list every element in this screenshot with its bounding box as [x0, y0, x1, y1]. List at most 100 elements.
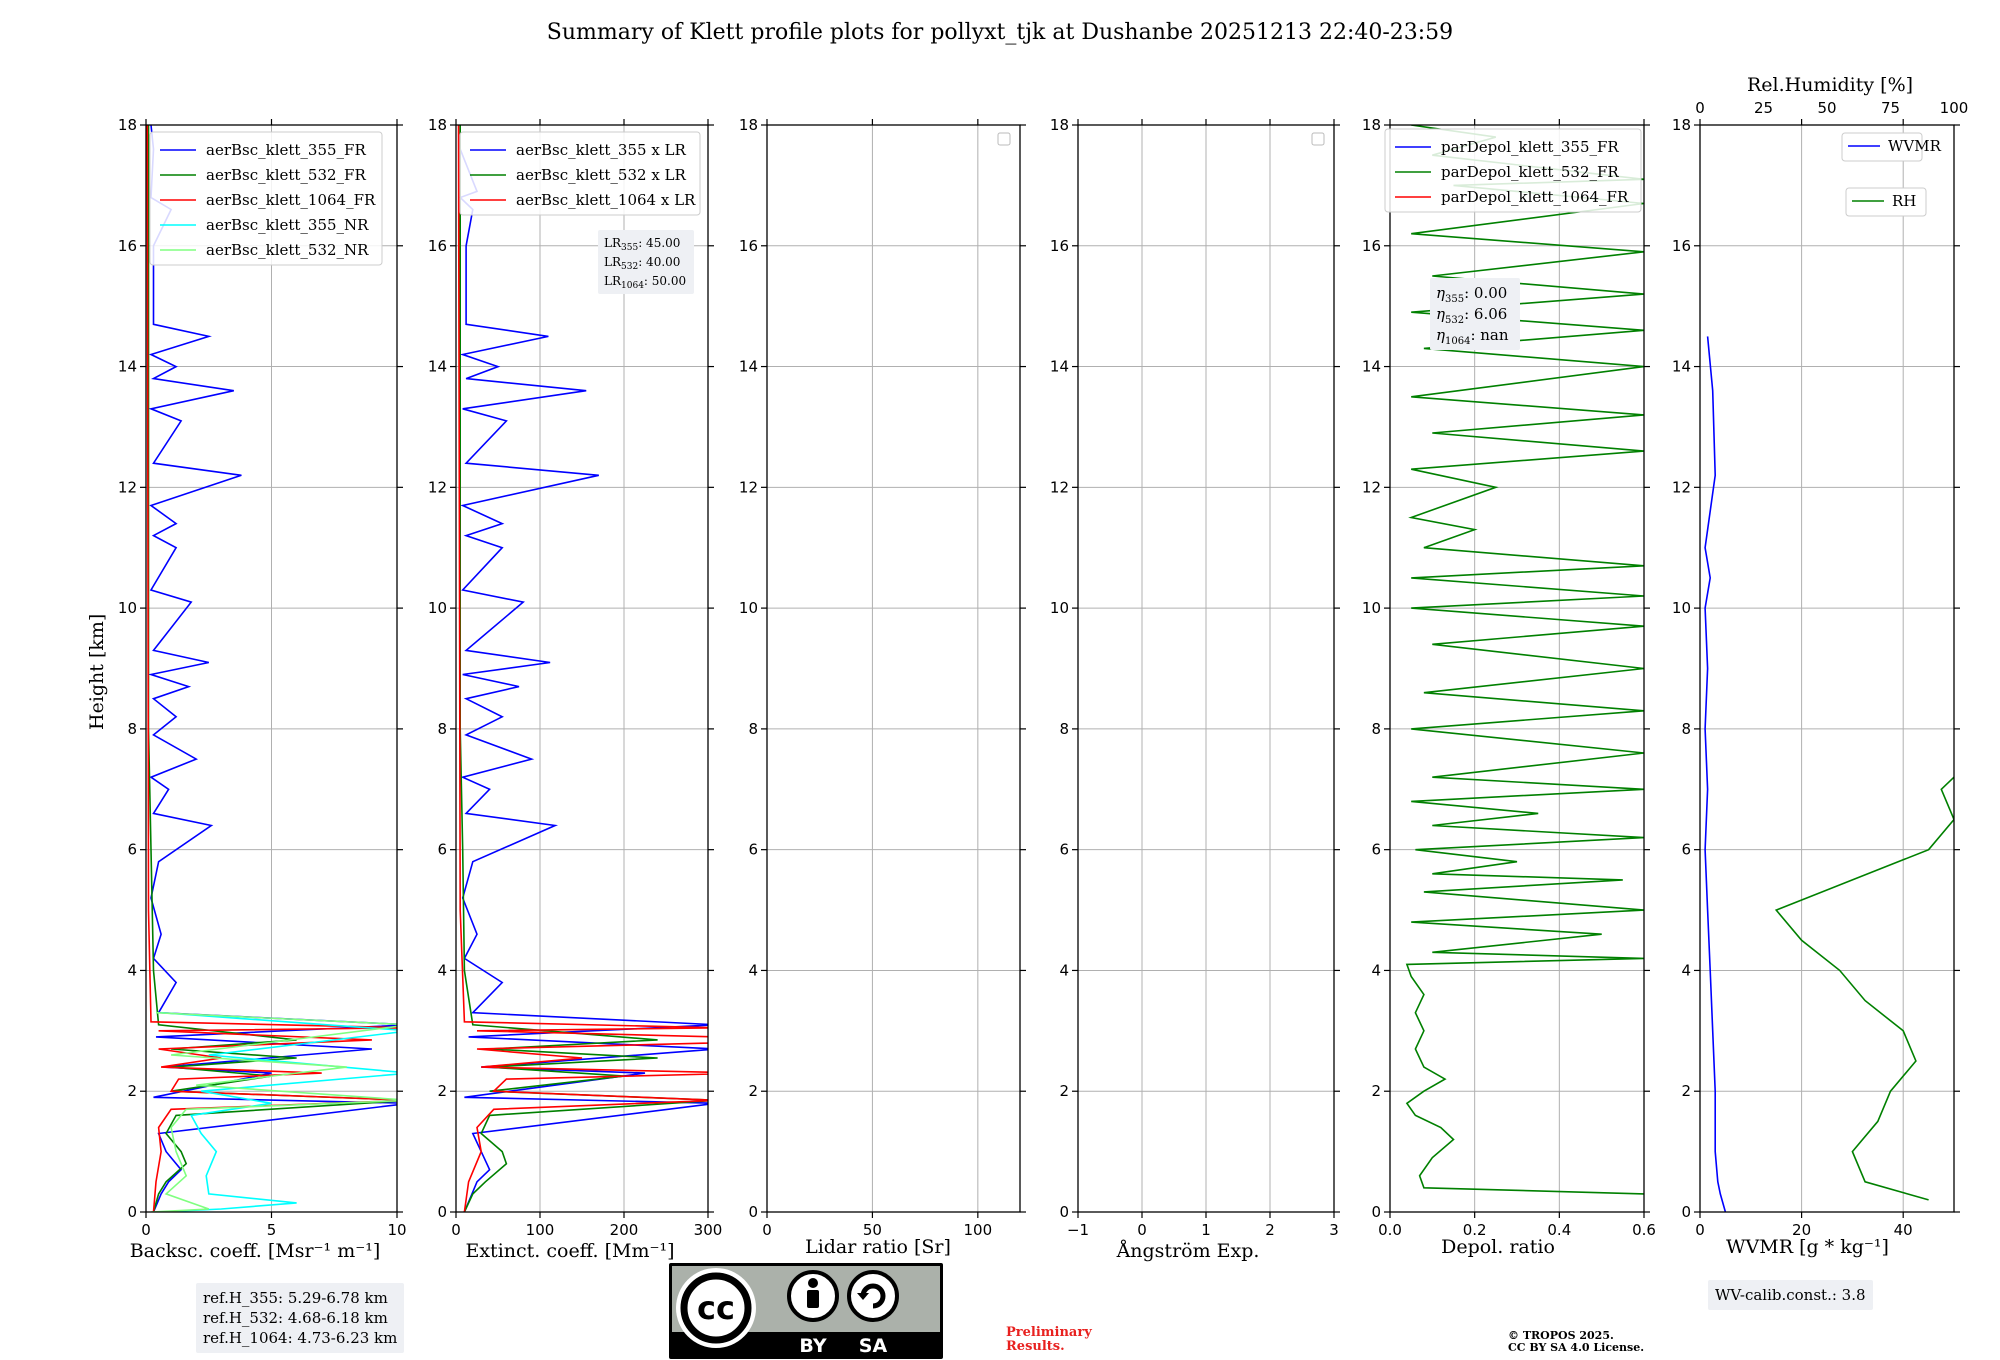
legend-label: RH [1892, 192, 1916, 210]
ytick-label: 12 [739, 478, 758, 496]
ytick-label: 16 [1672, 237, 1691, 255]
figure-title: Summary of Klett profile plots for polly… [546, 20, 1454, 45]
ytick-label: 2 [748, 1082, 758, 1100]
top-tick-label: 75 [1881, 99, 1900, 117]
lr-line: LR355: 45.00 [604, 236, 680, 253]
ytick-label: 4 [437, 961, 447, 979]
xtick-label: 0.2 [1463, 1221, 1487, 1239]
axes-frame [1389, 124, 1645, 1213]
series-aerBsc_klett_532_NR [150, 1011, 397, 1212]
top-tick-label: 100 [1940, 99, 1969, 117]
legend-box [459, 131, 701, 216]
ytick-label: 4 [748, 961, 758, 979]
series-aerBsc_klett_355_FR [147, 125, 397, 1212]
ytick-label: 4 [1371, 961, 1381, 979]
cc-text: cc [697, 1289, 735, 1327]
xlabel-wv: WVMR [g * kg⁻¹] [1726, 1236, 1889, 1258]
xtick-label: 10 [387, 1221, 406, 1239]
ytick-label: 2 [437, 1082, 447, 1100]
xtick-label: 0 [762, 1221, 772, 1239]
xtick-label: 0.4 [1547, 1221, 1571, 1239]
empty-legend-box [1311, 132, 1325, 146]
ytick-label: 6 [1371, 841, 1381, 859]
copyright-line-2: CC BY SA 4.0 License. [1508, 1341, 1645, 1354]
legend-label: aerBsc_klett_355_FR [206, 141, 366, 159]
series-parDepol_klett_532_FR [1405, 125, 1644, 1195]
ytick-label: 12 [118, 478, 137, 496]
ytick-label: 8 [1681, 720, 1691, 738]
xtick-label: 0 [1137, 1221, 1147, 1239]
refh-box: ref.H_355: 5.29-6.78 km ref.H_532: 4.68-… [196, 1283, 405, 1353]
xtick-label: 40 [1894, 1221, 1913, 1239]
xlabel-ang: Ångström Exp. [1116, 1240, 1260, 1262]
legend-box [1384, 128, 1642, 213]
preliminary-line-2: Results. [1006, 1339, 1065, 1354]
top-tick-label: 25 [1754, 99, 1773, 117]
copyright-note: © TROPOS 2025. CC BY SA 4.0 License. [1508, 1330, 1644, 1354]
ytick-label: 4 [1681, 961, 1691, 979]
ytick-label: 16 [1362, 237, 1381, 255]
lr-line: LR1064: 50.00 [604, 274, 686, 291]
legend-label: aerBsc_klett_532_NR [206, 241, 369, 259]
ytick-label: 14 [1362, 358, 1381, 376]
legend-label: aerBsc_klett_1064 x LR [516, 191, 696, 209]
ytick-label: 16 [739, 237, 758, 255]
ytick-label: 0 [1371, 1203, 1381, 1221]
ytick-label: 10 [428, 599, 447, 617]
ytick-label: 10 [739, 599, 758, 617]
ytick-label: 2 [1371, 1082, 1381, 1100]
ytick-label: 10 [1672, 599, 1691, 617]
xtick-label: 2 [1265, 1221, 1275, 1239]
ytick-label: 12 [428, 478, 447, 496]
refh-355: ref.H_355: 5.29-6.78 km [203, 1289, 388, 1307]
eta-line: η532: 6.06 [1436, 305, 1507, 326]
ytick-label: 2 [127, 1082, 137, 1100]
legend-label: aerBsc_klett_355_NR [206, 216, 369, 234]
series-WVMR [1704, 336, 1727, 1212]
ytick-label: 6 [437, 841, 447, 859]
xtick-label: −1 [1067, 1221, 1089, 1239]
lr-box [598, 230, 694, 294]
xtick-label: 50 [863, 1221, 882, 1239]
legend-box [1841, 132, 1923, 162]
axes-frame [1699, 124, 1955, 1213]
ytick-label: 6 [127, 841, 137, 859]
ytick-label: 4 [127, 961, 137, 979]
xlabel-bsc: Backsc. coeff. [Msr⁻¹ m⁻¹] [129, 1240, 381, 1262]
xtick-label: 5 [267, 1221, 277, 1239]
ytick-label: 10 [1050, 599, 1069, 617]
series-aerBsc_klett_355_NR [158, 1011, 397, 1212]
preliminary-line-1: Preliminary [1006, 1325, 1092, 1340]
eta-line: η1064: nan [1436, 326, 1509, 347]
panel-ext: 0 2 4 6 8 10 12 14 16 18 0 100 200 300 aerBsc_klett_35… [428, 116, 722, 1239]
xtick-label: 20 [1792, 1221, 1811, 1239]
ytick-label: 14 [118, 358, 137, 376]
axes-frame [455, 124, 709, 1213]
refh-532: ref.H_532: 4.68-6.18 km [203, 1309, 388, 1327]
panel-lr: 0 2 4 6 8 10 12 14 16 18 0 50 100 [739, 116, 1026, 1239]
ytick-label: 12 [1672, 478, 1691, 496]
ytick-label: 12 [1362, 478, 1381, 496]
ytick-label: 18 [428, 116, 447, 134]
xtick-label: 0.0 [1378, 1221, 1402, 1239]
sa-text: SA [859, 1335, 888, 1357]
ytick-label: 18 [739, 116, 758, 134]
ytick-label: 0 [748, 1203, 758, 1221]
ytick-label: 2 [1059, 1082, 1069, 1100]
eta-box [1430, 278, 1520, 350]
ytick-label: 8 [127, 720, 137, 738]
empty-legend-box [997, 132, 1011, 146]
ytick-label: 14 [1050, 358, 1069, 376]
legend-box [1845, 187, 1927, 217]
ytick-label: 6 [1059, 841, 1069, 859]
ytick-label: 8 [437, 720, 447, 738]
panel-bsc: 0 2 4 6 8 10 12 14 16 18 0 5 10 aerBsc_klett_355_FRae… [118, 116, 407, 1239]
legend-label: aerBsc_klett_532 x LR [516, 166, 687, 184]
xtick-label: 0.6 [1632, 1221, 1656, 1239]
ytick-label: 10 [118, 599, 137, 617]
legend-box [149, 131, 383, 266]
sa-share-icon [847, 1270, 899, 1322]
ytick-label: 18 [1362, 116, 1381, 134]
